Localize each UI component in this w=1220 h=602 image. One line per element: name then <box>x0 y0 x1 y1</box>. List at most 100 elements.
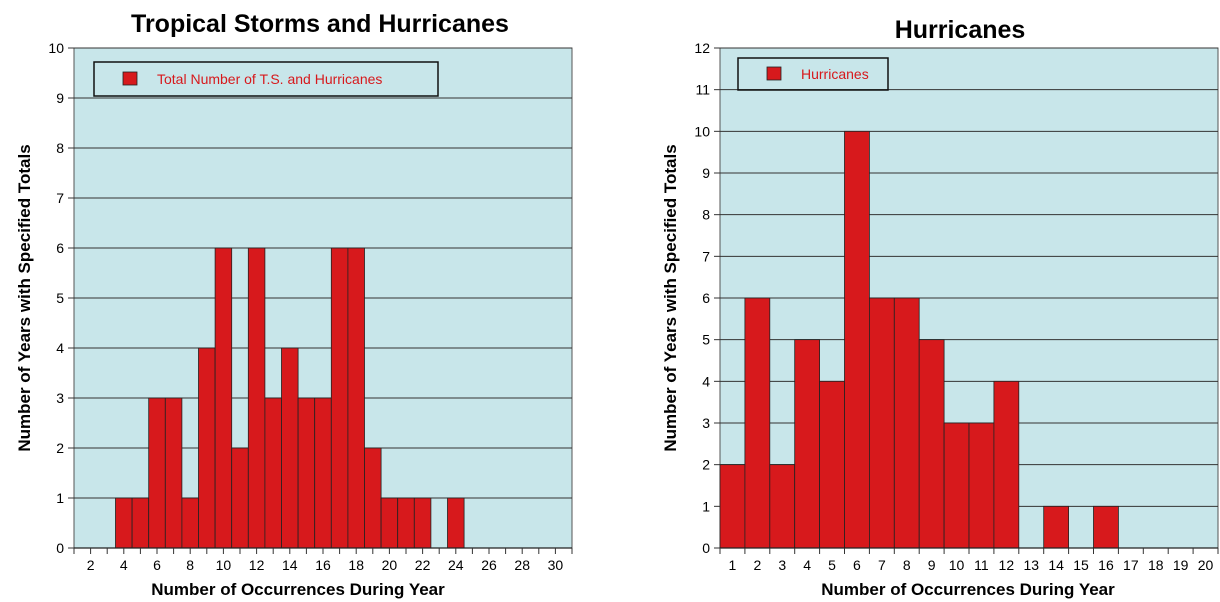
bar <box>181 497 199 549</box>
bar <box>214 247 233 549</box>
y-axis-label: Number of Years with Specified Totals <box>661 144 680 451</box>
bar <box>447 497 465 549</box>
bar <box>413 497 432 549</box>
bar <box>719 464 746 549</box>
x-tick-label: 17 <box>1123 557 1139 573</box>
y-tick-label: 5 <box>702 332 710 348</box>
y-tick-label: 12 <box>694 40 710 56</box>
legend-label: Hurricanes <box>801 66 869 82</box>
bar <box>397 497 415 549</box>
x-tick-label: 10 <box>949 557 965 573</box>
bar <box>380 497 399 549</box>
bar <box>893 297 920 549</box>
x-tick-label: 19 <box>1173 557 1189 573</box>
x-tick-label: 9 <box>928 557 936 573</box>
bar <box>297 397 316 549</box>
x-tick-label: 12 <box>999 557 1015 573</box>
x-tick-label: 11 <box>974 557 989 573</box>
y-tick-label: 0 <box>56 540 64 556</box>
y-tick-label: 9 <box>56 90 64 106</box>
bar <box>869 297 895 549</box>
x-tick-label: 4 <box>803 557 811 573</box>
bar <box>794 339 821 549</box>
x-tick-label: 2 <box>87 557 95 573</box>
y-tick-label: 2 <box>702 457 710 473</box>
x-tick-label: 8 <box>903 557 911 573</box>
legend-swatch <box>122 71 138 86</box>
x-tick-label: 7 <box>878 557 886 573</box>
bar <box>314 397 332 549</box>
y-tick-label: 11 <box>695 82 710 98</box>
bar <box>281 347 299 549</box>
y-tick-label: 6 <box>56 240 64 256</box>
y-tick-label: 4 <box>702 373 710 389</box>
x-tick-label: 2 <box>753 557 761 573</box>
bar <box>943 422 970 549</box>
legend-box <box>93 61 439 97</box>
y-tick-label: 7 <box>702 248 710 264</box>
legend-label: Total Number of T.S. and Hurricanes <box>157 71 382 87</box>
y-tick-label: 9 <box>702 165 710 181</box>
x-tick-label: 10 <box>216 557 232 573</box>
y-axis-label: Number of Years with Specified Totals <box>15 144 34 451</box>
y-tick-label: 1 <box>702 498 710 514</box>
bar <box>198 347 216 549</box>
x-tick-label: 18 <box>1148 557 1164 573</box>
bar <box>993 380 1020 549</box>
bar <box>148 397 166 549</box>
x-tick-label: 8 <box>186 557 194 573</box>
x-axis-label: Number of Occurrences During Year <box>151 580 445 599</box>
y-tick-label: 1 <box>56 490 64 506</box>
x-tick-label: 14 <box>282 557 298 573</box>
x-tick-label: 6 <box>853 557 861 573</box>
bar <box>231 447 249 549</box>
x-tick-label: 30 <box>548 557 564 573</box>
y-tick-label: 3 <box>702 415 710 431</box>
bar <box>968 422 995 549</box>
x-tick-label: 18 <box>348 557 364 573</box>
y-tick-label: 4 <box>56 340 64 356</box>
x-axis-label: Number of Occurrences During Year <box>821 580 1115 599</box>
legend-swatch <box>766 66 782 81</box>
bar <box>1043 505 1069 549</box>
bar <box>744 297 771 549</box>
y-tick-label: 8 <box>702 207 710 223</box>
bar <box>769 464 796 549</box>
x-tick-label: 6 <box>153 557 161 573</box>
bar <box>1093 505 1119 549</box>
bar <box>347 247 365 549</box>
x-tick-label: 16 <box>1098 557 1114 573</box>
legend-box <box>737 57 889 91</box>
y-tick-label: 0 <box>702 540 710 556</box>
y-tick-label: 8 <box>56 140 64 156</box>
y-tick-label: 10 <box>694 123 710 139</box>
y-tick-label: 7 <box>56 190 64 206</box>
x-tick-label: 3 <box>778 557 786 573</box>
bar <box>330 247 349 549</box>
y-tick-label: 2 <box>56 440 64 456</box>
bar <box>247 247 266 549</box>
bar <box>364 447 382 549</box>
bar <box>264 397 282 549</box>
x-tick-label: 4 <box>120 557 128 573</box>
x-tick-label: 28 <box>514 557 530 573</box>
chart-title: Hurricanes <box>895 16 1026 44</box>
bar <box>819 380 845 549</box>
x-tick-label: 24 <box>448 557 464 573</box>
x-tick-label: 14 <box>1048 557 1064 573</box>
bar <box>131 497 150 549</box>
y-tick-label: 10 <box>48 40 64 56</box>
x-tick-label: 1 <box>729 557 737 573</box>
x-tick-label: 12 <box>249 557 265 573</box>
bar <box>918 339 945 549</box>
y-tick-label: 3 <box>56 390 64 406</box>
x-tick-label: 5 <box>828 557 836 573</box>
x-tick-label: 20 <box>382 557 398 573</box>
bar <box>844 130 870 549</box>
x-tick-label: 15 <box>1073 557 1089 573</box>
